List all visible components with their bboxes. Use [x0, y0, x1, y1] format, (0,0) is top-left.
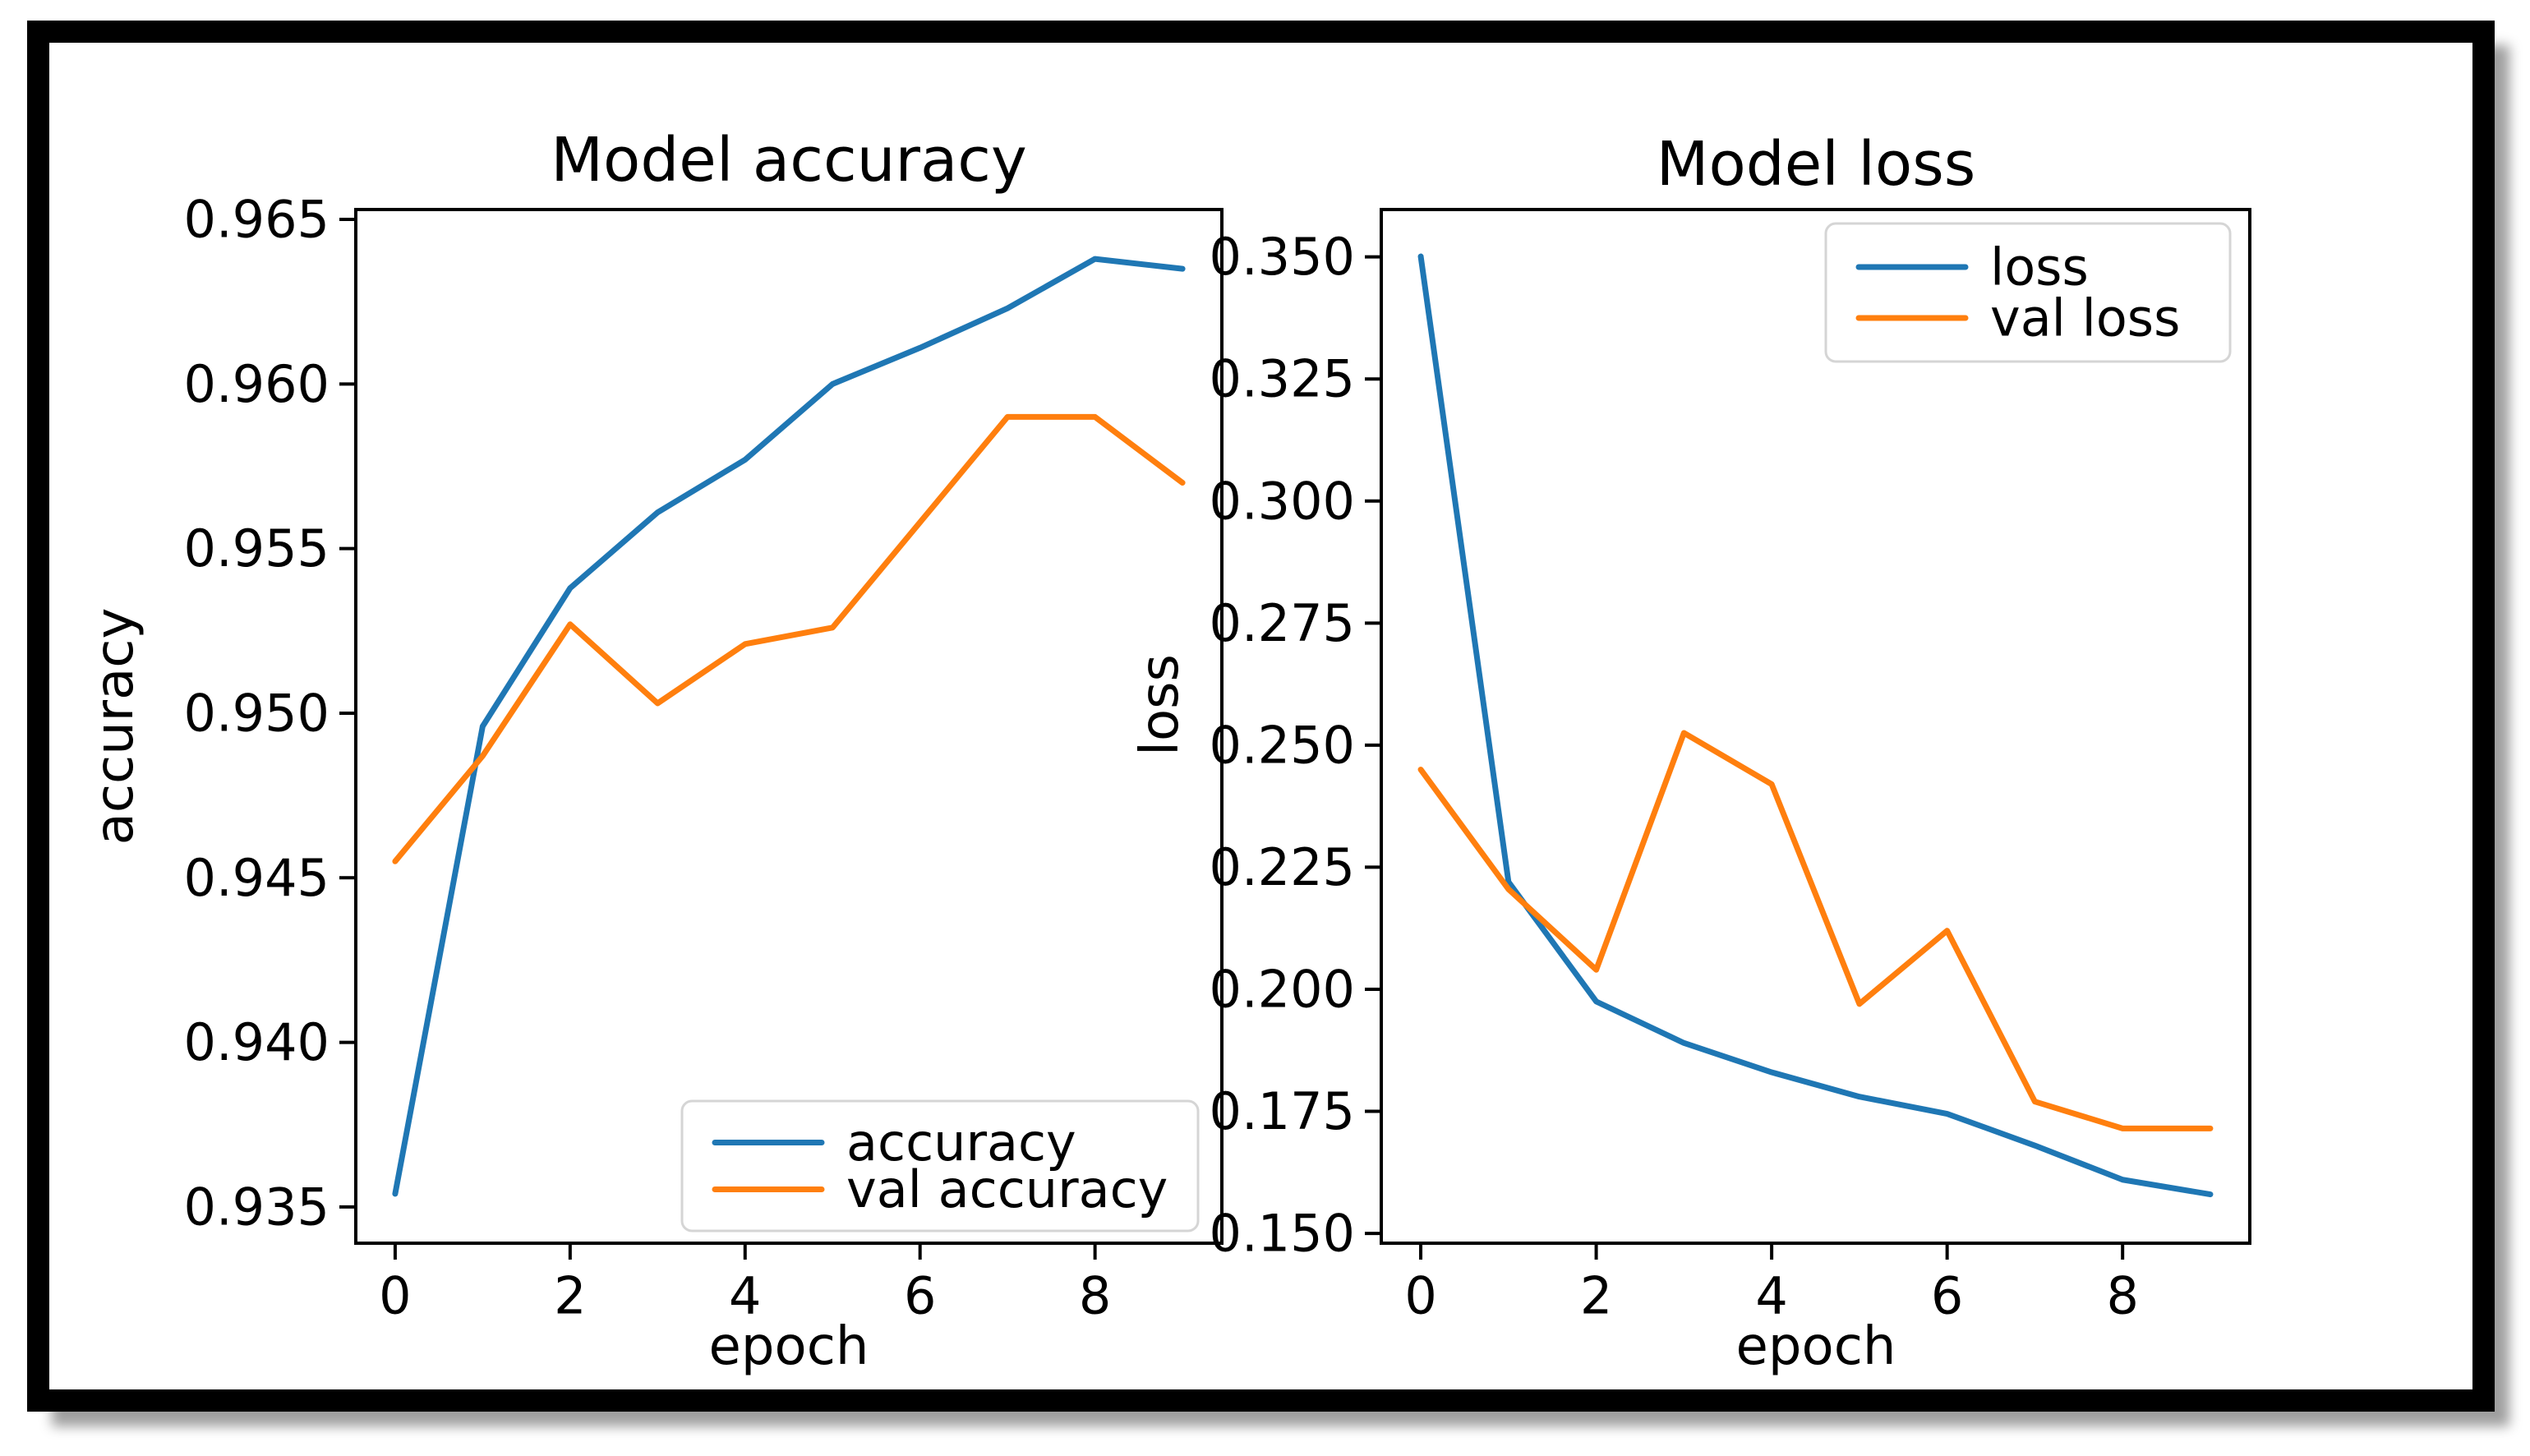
loss-y-tick-label: 0.325	[1210, 349, 1356, 409]
loss-legend-box	[1824, 222, 2232, 363]
loss-x-tick-label: 4	[1755, 1266, 1787, 1326]
loss-y-tick-label: 0.300	[1210, 471, 1356, 531]
accuracy-x-tick-label: 8	[1079, 1266, 1111, 1326]
accuracy-legend-label: accuracy	[846, 1113, 1076, 1173]
accuracy-legend-box	[680, 1099, 1200, 1233]
accuracy-legend-label: val accuracy	[846, 1159, 1168, 1219]
accuracy-xaxis-label: epoch	[708, 1316, 869, 1377]
loss-chart-title: Model loss	[1656, 129, 1976, 200]
loss-x-tick-label: 8	[2106, 1266, 2138, 1326]
loss-y-tick-label: 0.225	[1210, 837, 1356, 897]
val-loss-line	[1417, 730, 2214, 1131]
loss-x-tick-label: 2	[1580, 1266, 1612, 1326]
loss-legend-label: loss	[1990, 237, 2089, 297]
loss-y-tick-label: 0.250	[1210, 715, 1356, 775]
accuracy-yaxis-label: accuracy	[85, 607, 145, 845]
loss-y-tick-label: 0.200	[1210, 959, 1356, 1019]
accuracy-x-tick-label: 2	[554, 1266, 586, 1326]
loss-y-tick-label: 0.175	[1210, 1081, 1356, 1141]
loss-x-tick-label: 0	[1404, 1266, 1436, 1326]
accuracy-x-tick-label: 4	[729, 1266, 761, 1326]
accuracy-x-tick-label: 0	[379, 1266, 411, 1326]
loss-y-tick-label: 0.150	[1210, 1204, 1356, 1264]
loss-x-tick-label: 6	[1931, 1266, 1963, 1326]
accuracy-x-tick-label: 6	[904, 1266, 936, 1326]
loss-y-tick-label: 0.350	[1210, 227, 1356, 287]
accuracy-plot-border	[354, 208, 1224, 1245]
accuracy-y-tick-label: 0.965	[184, 190, 330, 250]
accuracy-line	[392, 256, 1186, 1197]
accuracy-chart-title: Model accuracy	[551, 125, 1027, 196]
loss-yaxis-label: loss	[1130, 654, 1191, 756]
val-accuracy-line	[392, 413, 1186, 864]
accuracy-y-tick-label: 0.935	[184, 1177, 330, 1237]
loss-legend-label: val loss	[1990, 288, 2180, 348]
accuracy-y-tick-label: 0.955	[184, 518, 330, 578]
accuracy-y-tick-label: 0.940	[184, 1012, 330, 1072]
loss-line	[1417, 253, 2214, 1198]
loss-plot-border	[1380, 208, 2251, 1245]
accuracy-y-tick-label: 0.945	[184, 848, 330, 908]
accuracy-y-tick-label: 0.950	[184, 683, 330, 743]
accuracy-y-tick-label: 0.960	[184, 354, 330, 414]
loss-y-tick-label: 0.275	[1210, 593, 1356, 653]
loss-xaxis-label: epoch	[1735, 1316, 1896, 1377]
